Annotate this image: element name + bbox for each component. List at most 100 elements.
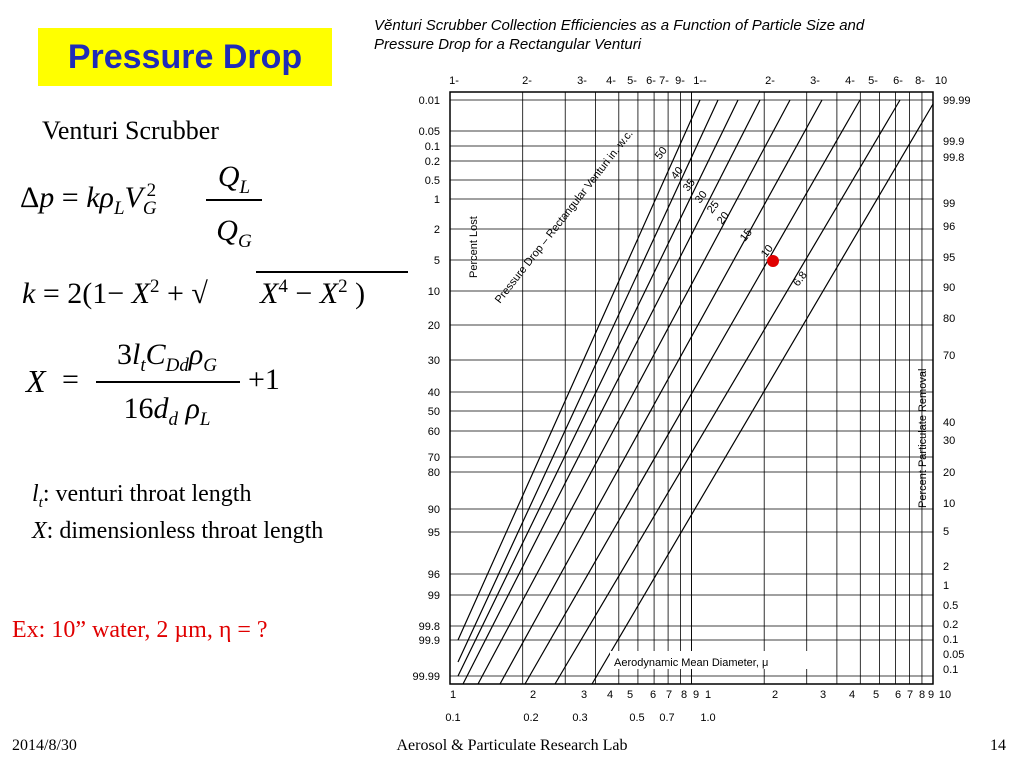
x-tick-bottom: 5 [627,689,633,701]
y-tick-right: 80 [943,313,955,325]
pressure-drop-line [499,99,823,685]
y-tick-right: 99.99 [943,95,971,107]
y-tick-left: 50 [428,406,440,418]
y-tick-left: 10 [428,286,440,298]
x-tick-top: 7- [659,75,669,87]
x-tick-bottom: 9 [928,689,934,701]
pressure-drop-line [554,99,901,685]
x-tick-bottom-lower: 0.2 [523,712,538,724]
x-tick-top: 10 [935,75,947,87]
y-tick-right: 0.1 [943,634,958,646]
series-label: 40 [669,165,686,182]
highlight-point [767,255,779,267]
y-tick-right: 0.2 [943,619,958,631]
y-tick-left: 99.8 [419,621,440,633]
y-tick-left: 99 [428,590,440,602]
x-tick-top: 3- [810,75,820,87]
x-tick-top: 5- [627,75,637,87]
x-tick-bottom-lower: 0.3 [572,712,587,724]
y-tick-left: 0.01 [419,95,440,107]
x-tick-bottom: 9 [693,689,699,701]
x-tick-bottom: 2 [772,689,778,701]
y-tick-left: 80 [428,467,440,479]
pressure-drop-line [457,99,701,641]
example-question: Ex: 10” water, 2 µm, η = ? [12,617,268,643]
x-tick-bottom: 4 [607,689,613,701]
y-tick-right: 1 [943,580,949,592]
x-tick-bottom: 4 [849,689,855,701]
x-tick-top: 5- [868,75,878,87]
y-tick-left: 99.99 [412,671,440,683]
y-tick-right: 40 [943,417,955,429]
x-tick-bottom: 2 [530,689,536,701]
chart-heading-line2: Pressure Drop for a Rectangular Venturi [374,36,642,53]
y-tick-left: 20 [428,320,440,332]
x-tick-top: 9- [675,75,685,87]
y-tick-right: 5 [943,526,949,538]
x-tick-bottom: 8 [681,689,687,701]
y-tick-right: 20 [943,467,955,479]
y-tick-right: 96 [943,221,955,233]
y-tick-right: 2 [943,561,949,573]
x-tick-bottom: 1 [450,689,456,701]
y-tick-left: 95 [428,527,440,539]
y-tick-left: 5 [434,255,440,267]
chart-heading-line1: Vĕnturi Scrubber Collection Efficiencie… [374,17,865,34]
x-tick-bottom: 7 [666,689,672,701]
series-label: 30 [693,189,710,206]
x-tick-top: 8- [915,75,925,87]
y-tick-right: 10 [943,498,955,510]
x-tick-bottom-lower: 0.5 [629,712,644,724]
y-tick-right: 95 [943,252,955,264]
x-tick-bottom: 6 [650,689,656,701]
y-tick-left: 30 [428,355,440,367]
footer-date: 2014/8/30 [12,737,77,754]
y-tick-left: 40 [428,387,440,399]
x-tick-bottom: 7 [907,689,913,701]
pressure-drop-line [524,99,861,685]
footer-page-number: 14 [990,737,1006,754]
y-tick-left: 90 [428,504,440,516]
y-tick-left: 0.05 [419,126,440,138]
y-tick-right: 90 [943,282,955,294]
x-tick-top: 3- [577,75,587,87]
y-tick-left: 1 [434,194,440,206]
y-tick-right: 0.05 [943,649,964,661]
series-label: 50 [653,145,670,162]
x-tick-top: 4- [845,75,855,87]
x-tick-bottom: 10 [939,689,951,701]
symbol-lt: lt [32,481,43,511]
y-tick-right: 99 [943,198,955,210]
y-tick-left: 70 [428,452,440,464]
x-tick-bottom-lower: 1.0 [700,712,715,724]
y-tick-left: 60 [428,426,440,438]
venturi-efficiency-chart: 0.010.050.10.20.512510203040506070809095… [412,75,971,724]
x-tick-top: 4- [606,75,616,87]
x-tick-bottom: 5 [873,689,879,701]
y-tick-right: 99.8 [943,152,964,164]
slide-title: Pressure Drop [67,37,303,76]
pressure-drop-line [457,99,719,663]
x-tick-top: 6- [893,75,903,87]
series-label: 15 [738,227,755,244]
x-tick-top: 2- [522,75,532,87]
y-tick-right: 0.5 [943,600,958,612]
x-tick-top: 1- [449,75,459,87]
y-axis-label-right: Percent Particulate Removal [917,369,929,508]
y-tick-right: 30 [943,435,955,447]
y-tick-right: 99.9 [943,136,964,148]
pressure-drop-line [591,103,934,685]
x-tick-top: 2- [765,75,775,87]
x-tick-bottom-lower: 0.1 [445,712,460,724]
x-tick-top: 1-- [693,75,707,87]
y-tick-left: 0.1 [425,141,440,153]
y-tick-left: 99.9 [419,635,440,647]
y-tick-left: 0.2 [425,156,440,168]
chart-heading: Vĕnturi Scrubber Collection Efficiencie… [374,16,1014,54]
pressure-drop-line [477,99,791,685]
y-tick-right: 70 [943,350,955,362]
series-label: 25 [705,199,722,216]
x-tick-top: 6- [646,75,656,87]
slide-title-box: Pressure Drop [38,28,332,86]
x-tick-bottom: 3 [820,689,826,701]
